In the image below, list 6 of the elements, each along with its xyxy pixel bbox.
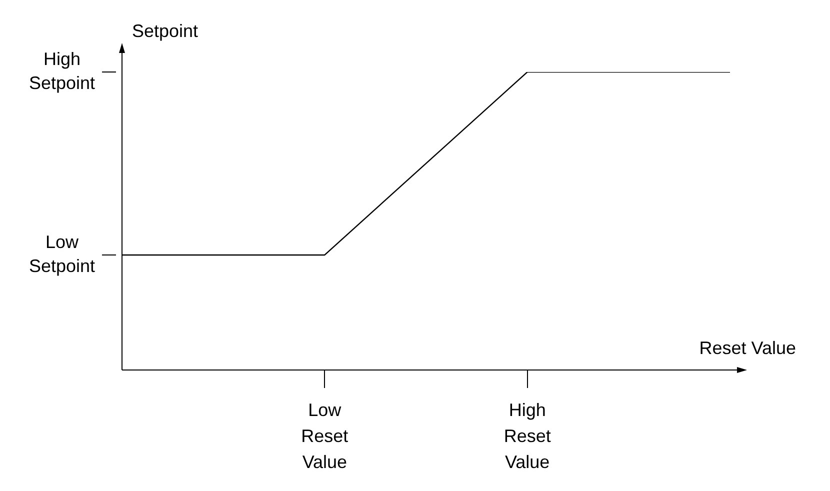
x-axis-title: Reset Value bbox=[699, 338, 796, 358]
y-axis-title: Setpoint bbox=[132, 20, 198, 41]
ref-line-label: Low Setpoint bbox=[28, 232, 96, 276]
x-tick-label: High Reset Value bbox=[504, 400, 551, 472]
x-tick-label: Low Reset Value bbox=[301, 400, 348, 472]
ref-line-label: High Setpoint bbox=[28, 48, 96, 93]
